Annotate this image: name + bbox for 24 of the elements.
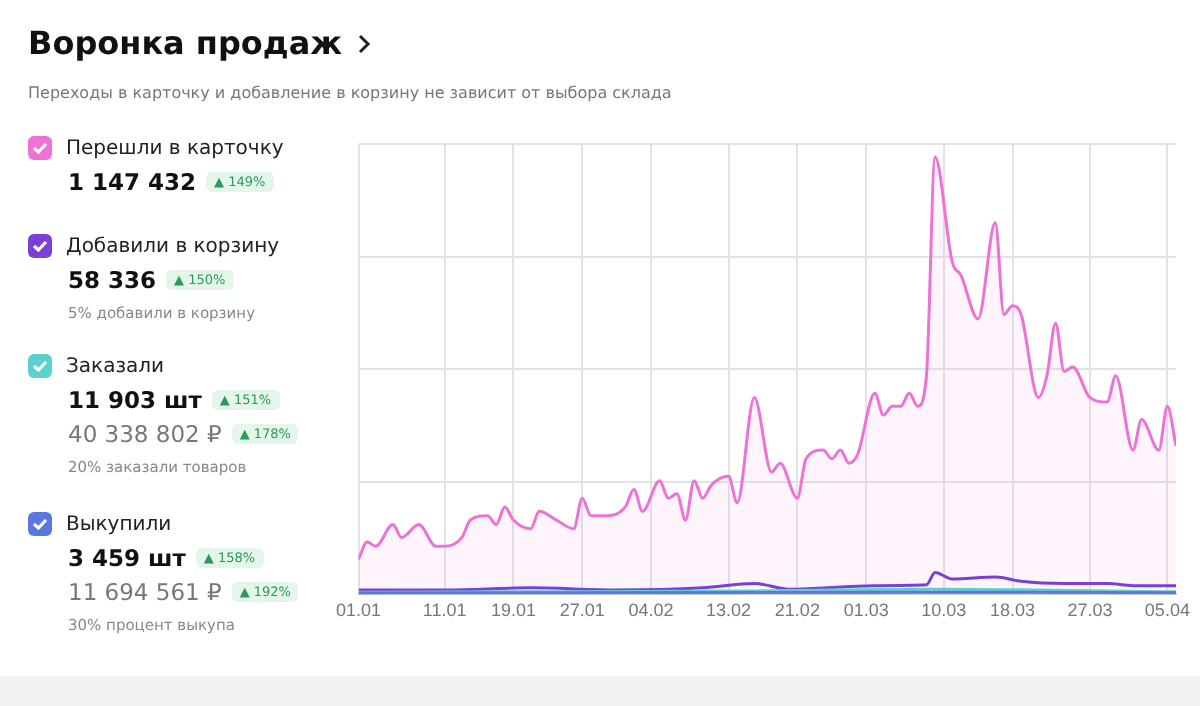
x-tick-label: 13.02 <box>706 600 752 621</box>
x-tick-label: 21.02 <box>774 600 820 621</box>
chart-title: Воронка продаж <box>28 24 343 62</box>
x-tick-label: 04.02 <box>628 600 674 621</box>
x-tick-label: 10.03 <box>921 600 967 621</box>
legend-label: Добавили в корзину <box>66 235 280 257</box>
x-tick-label: 11.01 <box>422 600 467 621</box>
x-tick-label: 01.03 <box>843 600 889 621</box>
text: 58 336 <box>68 265 157 293</box>
legend-label: Перешли в карточку <box>66 137 284 159</box>
legend-label: Выкупили <box>66 513 172 535</box>
text: 11 903 шт <box>68 385 202 413</box>
x-tick-label: 18.03 <box>989 600 1036 621</box>
text: 3 459 шт <box>68 543 186 571</box>
x-tick-label: 19.01 <box>490 600 536 621</box>
x-tick-label: 01.01 <box>335 600 382 621</box>
x-tick-label: 27.01 <box>559 600 605 621</box>
text: 40 338 802 ₽ <box>68 419 222 447</box>
text: 1 147 432 <box>68 167 197 195</box>
chart-subtitle: Переходы в карточку и добавление в корзину не зависит от выбора склада <box>28 84 672 102</box>
x-tick-label: 27.03 <box>1067 600 1113 621</box>
text: 11 694 561 ₽ <box>68 577 222 605</box>
legend-label: Заказали <box>66 355 165 377</box>
x-tick-label: 05.04 <box>1144 600 1190 621</box>
